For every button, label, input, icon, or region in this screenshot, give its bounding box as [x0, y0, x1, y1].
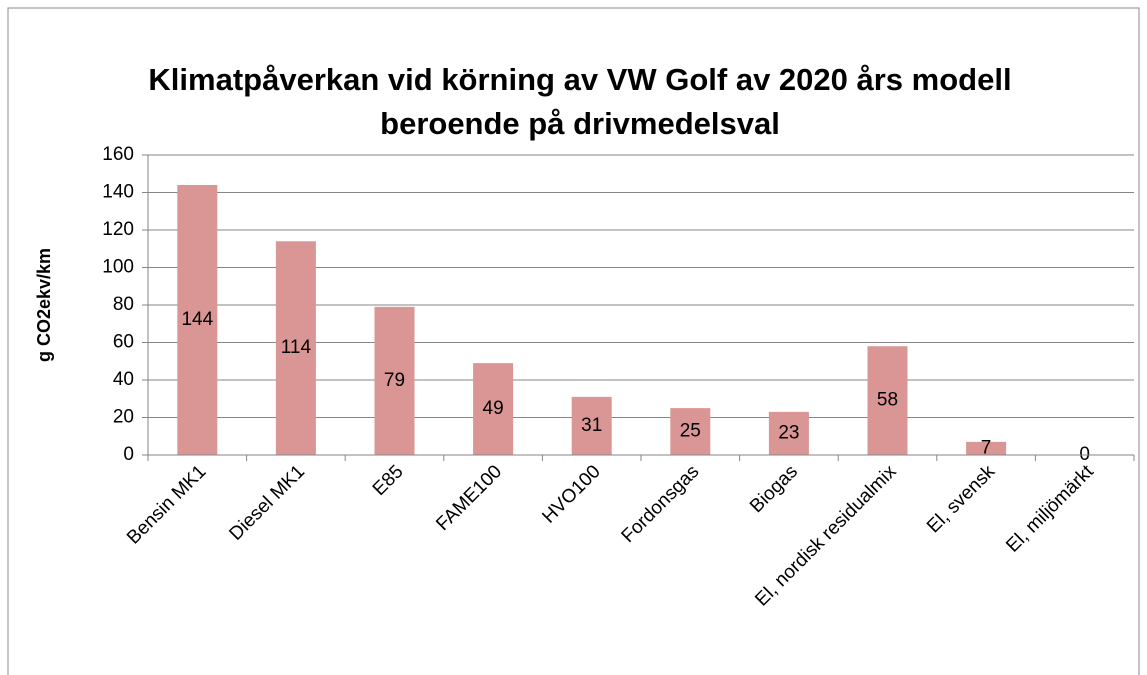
chart-title: beroende på drivmedelsval — [380, 106, 780, 141]
bar — [966, 441, 1007, 455]
data-label: 49 — [483, 398, 504, 419]
x-tick-label: Biogas — [746, 461, 802, 517]
y-tick-label: 20 — [113, 407, 134, 428]
bar — [177, 185, 218, 455]
x-tick-label: El, svensk — [923, 461, 999, 537]
bar — [473, 363, 514, 455]
chart-title: Klimatpåverkan vid körning av VW Golf av… — [148, 62, 1011, 97]
bar — [571, 396, 612, 455]
data-label: 31 — [581, 415, 602, 436]
y-tick-label: 100 — [102, 257, 134, 278]
y-tick-label: 60 — [113, 332, 134, 353]
data-label: 58 — [877, 390, 898, 411]
y-tick-label: 0 — [123, 444, 134, 465]
y-tick-label: 120 — [102, 219, 134, 240]
data-label: 114 — [281, 337, 312, 358]
x-tick-label: HVO100 — [538, 461, 604, 527]
data-label: 7 — [981, 437, 992, 458]
x-tick-label: Diesel MK1 — [225, 461, 309, 545]
bar — [670, 408, 711, 455]
x-tick-label: Bensin MK1 — [123, 461, 210, 548]
chart-border — [7, 7, 1140, 675]
bar — [768, 411, 809, 455]
y-tick-label: 140 — [102, 182, 134, 203]
data-label: 25 — [680, 421, 701, 442]
y-tick-label: 160 — [102, 144, 134, 165]
data-label: 23 — [778, 422, 799, 443]
data-label: 144 — [181, 309, 213, 330]
data-label: 79 — [384, 370, 405, 391]
y-axis-label: g CO2ekv/km — [34, 248, 54, 362]
y-tick-label: 40 — [113, 369, 134, 390]
x-tick-label: E85 — [369, 461, 408, 500]
x-tick-label: El, miljömärkt — [1002, 461, 1098, 557]
x-tick-label: Fordonsgas — [618, 461, 704, 547]
y-tick-label: 80 — [113, 294, 134, 315]
bar — [275, 241, 316, 455]
bar — [374, 306, 415, 455]
bar — [867, 346, 908, 455]
x-tick-label: FAME100 — [432, 461, 506, 535]
